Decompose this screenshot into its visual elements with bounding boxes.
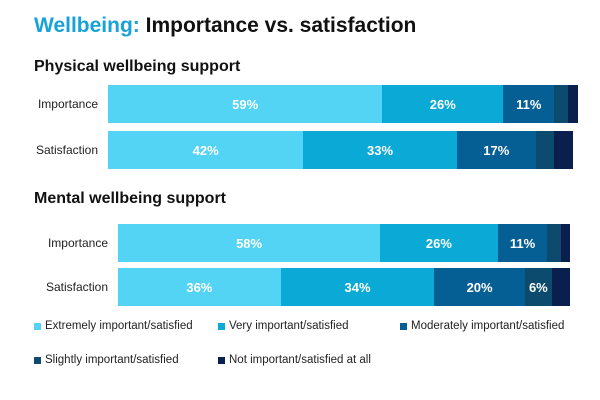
bar-segment-mental-importance-very: 26% <box>380 224 498 262</box>
bar-mental-importance: 58% 26% 11% <box>118 224 570 262</box>
legend-label-moderately: Moderately important/satisfied <box>411 320 565 332</box>
data-label-mental-importance-very: 26% <box>425 235 452 251</box>
bar-segment-physical-satisfaction-extremely: 42% <box>108 131 304 169</box>
legend-swatch-moderately <box>400 322 407 330</box>
chart-title-rest: Importance vs. satisfaction <box>139 14 417 37</box>
bar-segment-physical-importance-extremely: 59% <box>108 85 383 123</box>
legend-item-slightly: Slightly important/satisfied <box>34 354 179 366</box>
bar-segment-mental-satisfaction-slightly: 6% <box>524 268 552 306</box>
legend-swatch-not <box>218 356 225 364</box>
bar-segment-physical-importance-moderately: 11% <box>503 85 555 123</box>
row-label-physical-satisfaction: Satisfaction <box>35 143 98 157</box>
data-label-mental-importance-moderately: 11% <box>509 235 536 251</box>
data-label-mental-satisfaction-moderately: 20% <box>466 279 493 295</box>
bar-segment-physical-importance-not <box>568 85 578 123</box>
bar-physical-importance: 59% 26% 11% <box>108 85 578 123</box>
bar-physical-satisfaction: 42% 33% 17% <box>108 131 573 169</box>
data-label-physical-satisfaction-very: 33% <box>367 142 394 158</box>
section-title-physical: Physical wellbeing support <box>34 58 241 75</box>
legend-label-very: Very important/satisfied <box>229 320 349 332</box>
legend-label-slightly: Slightly important/satisfied <box>45 354 179 366</box>
chart-title: Wellbeing: Importance vs. satisfaction <box>34 14 416 38</box>
bar-segment-physical-satisfaction-very: 33% <box>303 131 457 169</box>
bar-segment-mental-satisfaction-very: 34% <box>280 268 435 306</box>
section-title-mental: Mental wellbeing support <box>34 190 227 207</box>
bar-segment-physical-satisfaction-not <box>554 131 573 169</box>
bar-segment-mental-satisfaction-extremely: 36% <box>118 268 281 306</box>
row-label-physical-importance: Importance <box>37 97 98 111</box>
data-label-physical-satisfaction-extremely: 42% <box>192 142 219 158</box>
bar-segment-mental-importance-extremely: 58% <box>118 224 381 262</box>
legend-item-very: Very important/satisfied <box>218 320 349 332</box>
legend-swatch-slightly <box>34 356 41 364</box>
legend-item-not: Not important/satisfied at all <box>218 354 371 366</box>
legend-label-extremely: Extremely important/satisfied <box>45 320 193 332</box>
bar-segment-physical-satisfaction-slightly <box>535 131 555 169</box>
row-label-mental-importance: Importance <box>47 236 108 250</box>
bar-segment-physical-importance-slightly <box>554 85 569 123</box>
data-label-mental-satisfaction-extremely: 36% <box>186 279 213 295</box>
bar-segment-mental-importance-not <box>560 224 570 262</box>
data-label-physical-importance-very: 26% <box>429 96 456 112</box>
legend: Extremely important/satisfied Very impor… <box>34 320 594 380</box>
legend-swatch-extremely <box>34 322 41 330</box>
data-label-physical-importance-extremely: 59% <box>232 96 259 112</box>
legend-label-not: Not important/satisfied at all <box>229 354 371 366</box>
bar-segment-mental-satisfaction-not <box>551 268 570 306</box>
data-label-mental-satisfaction-slightly: 6% <box>528 279 548 295</box>
chart-title-accent: Wellbeing: <box>34 14 140 37</box>
bar-segment-mental-satisfaction-moderately: 20% <box>434 268 525 306</box>
bar-segment-physical-importance-very: 26% <box>382 85 504 123</box>
data-label-physical-importance-moderately: 11% <box>516 96 542 112</box>
legend-swatch-very <box>218 322 225 330</box>
bar-segment-mental-importance-moderately: 11% <box>497 224 548 262</box>
row-label-mental-satisfaction: Satisfaction <box>45 280 108 294</box>
bar-segment-mental-importance-slightly <box>547 224 561 262</box>
legend-item-extremely: Extremely important/satisfied <box>34 320 193 332</box>
legend-item-moderately: Moderately important/satisfied <box>400 320 564 332</box>
bar-segment-physical-satisfaction-moderately: 17% <box>456 131 536 169</box>
bar-mental-satisfaction: 36% 34% 20% 6% <box>118 268 570 306</box>
data-label-physical-satisfaction-moderately: 17% <box>483 142 510 158</box>
data-label-mental-satisfaction-very: 34% <box>344 279 371 295</box>
data-label-mental-importance-extremely: 58% <box>236 235 263 251</box>
